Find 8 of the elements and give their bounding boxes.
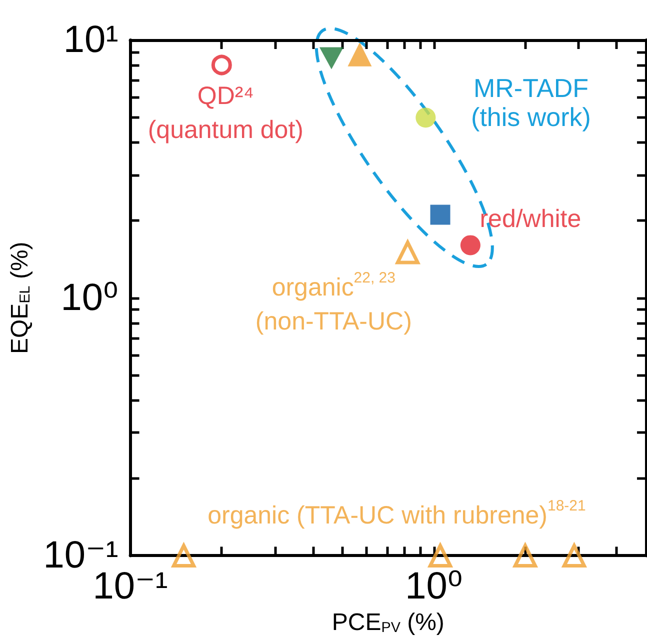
y-tick-label: 10⁰	[60, 276, 118, 319]
y-axis-title: EQEEL (%)	[6, 242, 34, 354]
series-label: red/white	[480, 205, 582, 234]
y-tick-label: 10¹	[63, 19, 118, 61]
annotation: MR-TADF	[473, 73, 589, 103]
annotation: (this work)	[471, 102, 591, 132]
x-axis-title: PCEPV (%)	[332, 609, 444, 636]
series-label: QD²⁴ (quantum dot)	[148, 82, 304, 144]
